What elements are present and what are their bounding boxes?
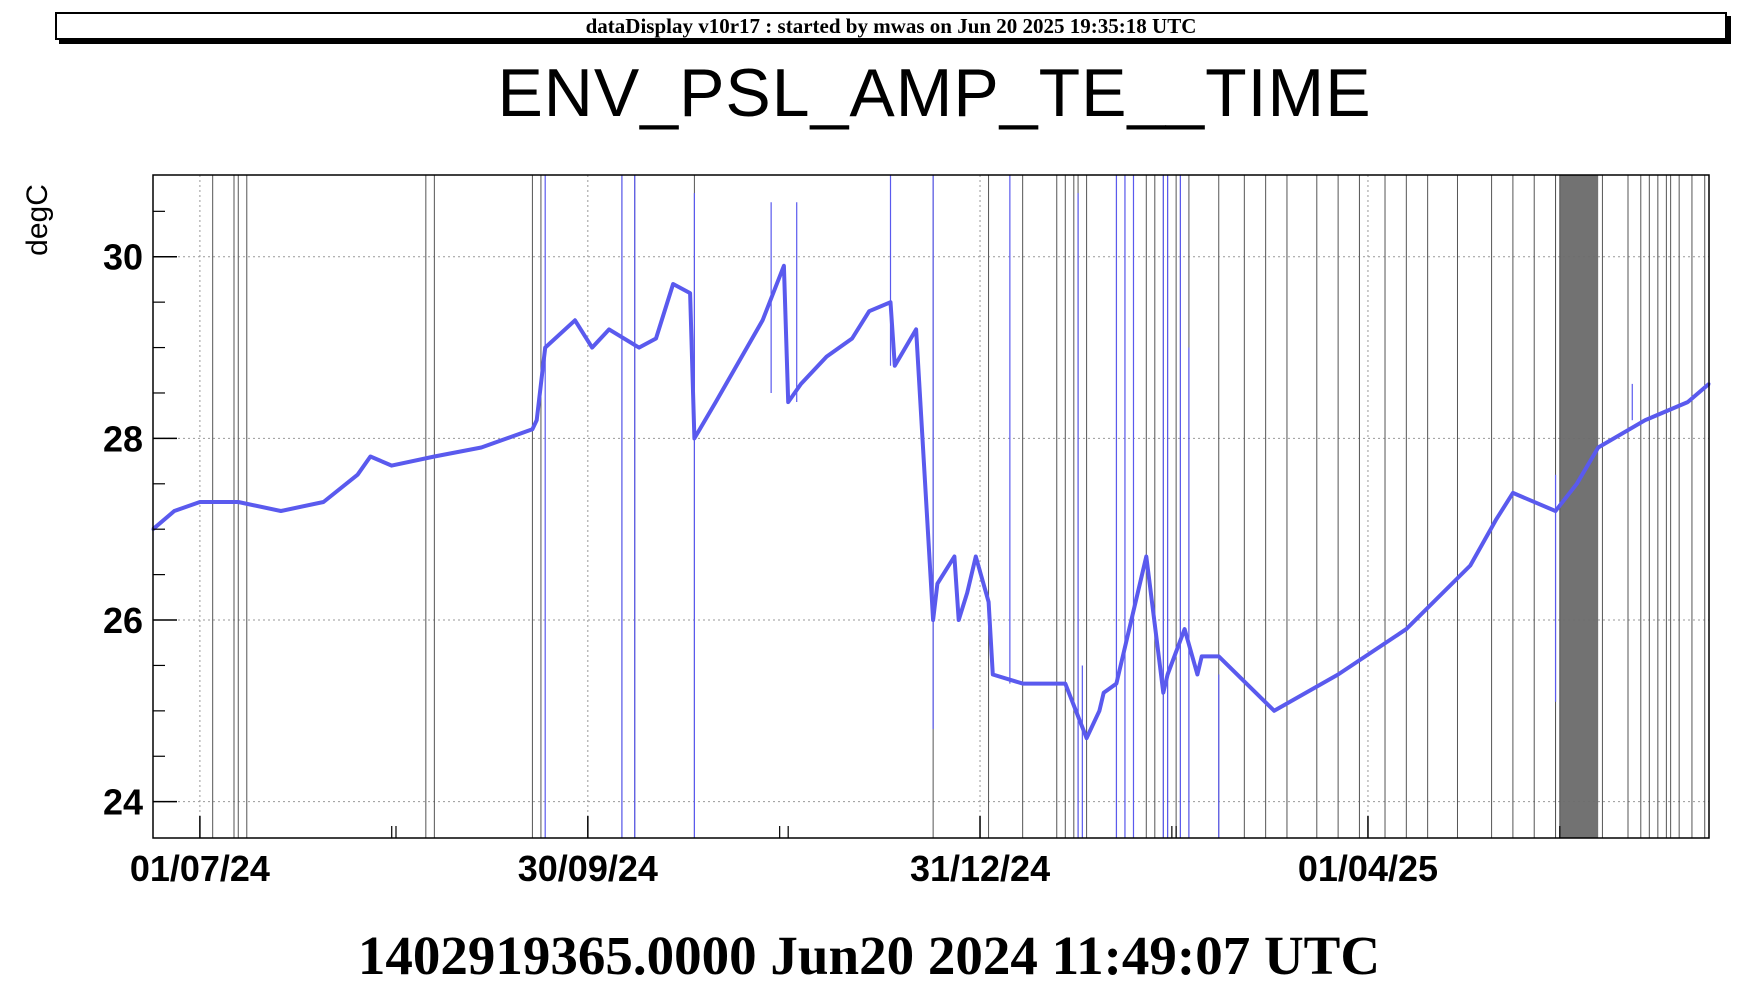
series-point xyxy=(607,327,611,331)
series-point xyxy=(987,600,991,604)
series-point xyxy=(198,500,202,504)
axis-layer: 24 26 28 30 01/07/24 30/09/24 31/12/24 01/04/25 xyxy=(103,210,1561,889)
series-point xyxy=(782,264,786,268)
series-point xyxy=(1404,627,1408,631)
y-tick-label: 24 xyxy=(103,782,143,823)
series-point xyxy=(1686,400,1690,404)
x-tick-label: 30/09/24 xyxy=(518,848,658,889)
status-banner: dataDisplay v10r17 : started by mwas on … xyxy=(55,12,1727,40)
series-point xyxy=(1217,654,1221,658)
series-point xyxy=(1494,518,1498,522)
series-point xyxy=(974,554,978,558)
series-point xyxy=(965,591,969,595)
grid-layer xyxy=(153,175,1709,838)
series-layer xyxy=(151,175,1711,838)
series-point xyxy=(479,445,483,449)
series-point xyxy=(1511,491,1515,495)
series-point xyxy=(1336,673,1340,677)
series-point xyxy=(1195,673,1199,677)
y-axis-label: degC xyxy=(21,184,54,256)
plot-frame xyxy=(152,174,1710,839)
x-tick-label: 01/07/24 xyxy=(130,848,270,889)
series-point xyxy=(671,282,675,286)
shaded-band xyxy=(1559,175,1599,838)
series-point xyxy=(786,400,790,404)
series-point xyxy=(867,309,871,313)
y-tick-label: 30 xyxy=(103,237,143,278)
series-point xyxy=(1085,736,1089,740)
series-point xyxy=(1272,709,1276,713)
series-point xyxy=(1102,691,1106,695)
series-point xyxy=(688,291,692,295)
series-point xyxy=(172,509,176,513)
series-point xyxy=(991,673,995,677)
series-point xyxy=(637,346,641,350)
series-point xyxy=(432,455,436,459)
series-point xyxy=(322,500,326,504)
series-point xyxy=(1643,418,1647,422)
series-line xyxy=(151,263,1711,741)
series-point xyxy=(1021,682,1025,686)
series-point xyxy=(590,346,594,350)
series-point xyxy=(893,364,897,368)
series-point xyxy=(1575,482,1579,486)
x-tick-label: 31/12/24 xyxy=(910,848,1050,889)
y-tick-label: 26 xyxy=(103,600,143,641)
series-point xyxy=(825,355,829,359)
series-point xyxy=(952,554,956,558)
series-point xyxy=(1097,709,1101,713)
series-point xyxy=(1063,682,1067,686)
x-tick-label: 01/04/25 xyxy=(1298,848,1438,889)
series-point xyxy=(535,418,539,422)
chart-svg: 24 26 28 30 01/07/24 30/09/24 31/12/24 01/04/25… xyxy=(21,174,1711,889)
series-point xyxy=(530,427,534,431)
series-point xyxy=(714,400,718,404)
series-point xyxy=(573,318,577,322)
series-point xyxy=(1468,564,1472,568)
series-point xyxy=(1038,682,1042,686)
series-point xyxy=(761,318,765,322)
series-point xyxy=(236,500,240,504)
series-point xyxy=(1200,654,1204,658)
series-point xyxy=(957,618,961,622)
gap-lines-layer xyxy=(212,175,1706,838)
series-point xyxy=(654,336,658,340)
chart-title: ENV_PSL_AMP_TE__TIME xyxy=(497,55,1372,131)
series-point xyxy=(914,327,918,331)
series-point xyxy=(279,509,283,513)
series-point xyxy=(799,382,803,386)
series-point xyxy=(850,336,854,340)
series-point xyxy=(1144,554,1148,558)
series-point xyxy=(1596,445,1600,449)
series-point xyxy=(356,473,360,477)
y-tick-label: 28 xyxy=(103,418,143,459)
footer-timestamp: 1402919365.0000 Jun20 2024 11:49:07 UTC xyxy=(357,925,1381,986)
series-point xyxy=(935,582,939,586)
series-point xyxy=(390,464,394,468)
series-point xyxy=(1183,627,1187,631)
series-point xyxy=(368,455,372,459)
